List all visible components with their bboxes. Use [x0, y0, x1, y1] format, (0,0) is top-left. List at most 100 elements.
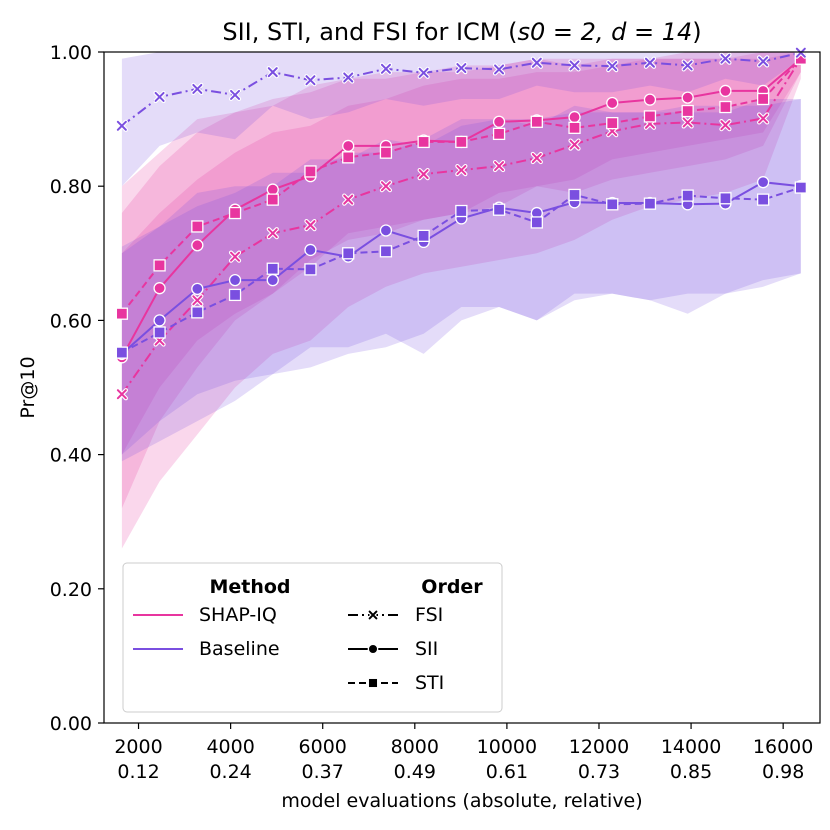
y-tick-label: 0.20	[50, 579, 92, 601]
legend-order-marker	[367, 643, 379, 655]
x-tick-label-absolute: 12000	[569, 736, 629, 758]
point-baseline-fsi	[606, 59, 619, 73]
legend-method-title: Method	[209, 576, 290, 598]
band-baseline-sti	[121, 99, 801, 462]
point-shap-iq-sti	[342, 151, 355, 164]
x-axis-label: model evaluations (absolute, relative)	[281, 790, 642, 812]
point-baseline-fsi	[266, 66, 279, 79]
y-tick-label: 1.00	[50, 42, 92, 64]
legend-method-label: Baseline	[199, 638, 280, 660]
series-markers	[115, 46, 807, 401]
x-tick-label-absolute: 14000	[661, 736, 721, 758]
point-shap-iq-sti	[606, 116, 619, 130]
legend-order-label: FSI	[415, 604, 443, 626]
point-shap-iq-sti	[191, 220, 204, 233]
point-baseline-sti	[719, 192, 732, 205]
chart-title-math: s0 = 2, d = 14	[517, 18, 692, 46]
point-baseline-fsi	[681, 59, 694, 72]
point-shap-iq-sti	[379, 146, 393, 159]
legend-order-marker	[367, 677, 379, 689]
point-baseline-sti	[606, 198, 619, 211]
point-shap-iq-fsi	[342, 193, 355, 206]
y-tick-label: 0.60	[50, 310, 92, 332]
point-shap-iq-sii	[681, 91, 694, 104]
point-baseline-fsi	[115, 119, 128, 132]
x-tick-label-absolute: 8000	[391, 736, 439, 758]
point-shap-iq-sti	[568, 121, 581, 134]
point-shap-iq-fsi	[681, 116, 694, 129]
point-baseline-fsi	[342, 71, 355, 84]
chart-title: SII, STI, and FSI for ICM (s0 = 2, d = 1…	[222, 18, 701, 46]
band-baseline-fsi	[121, 52, 801, 187]
x-tick-label-absolute: 10000	[477, 736, 537, 758]
point-baseline-fsi	[530, 56, 543, 69]
point-baseline-fsi	[455, 62, 468, 75]
point-baseline-sti	[228, 288, 242, 302]
legend-order-label: SII	[415, 638, 438, 660]
band-shap-iq-sii	[121, 52, 801, 509]
point-shap-iq-fsi	[530, 151, 543, 165]
x-tick-label-relative: 0.12	[117, 761, 159, 783]
point-shap-iq-fsi	[228, 250, 242, 263]
point-baseline-fsi	[379, 62, 393, 75]
point-baseline-sii	[379, 224, 393, 237]
point-shap-iq-sti	[228, 206, 242, 220]
point-baseline-sti	[379, 245, 393, 258]
x-tick-label-relative: 0.61	[486, 761, 528, 783]
point-baseline-sti	[756, 193, 770, 206]
point-baseline-sti	[115, 346, 129, 359]
point-shap-iq-sti	[719, 100, 732, 114]
band-baseline-sii	[121, 99, 801, 455]
point-shap-iq-sti	[153, 259, 166, 272]
point-baseline-sii	[191, 282, 204, 296]
plot-frame	[103, 51, 821, 724]
point-shap-iq-fsi	[191, 294, 204, 307]
point-shap-iq-fsi	[492, 159, 506, 173]
point-shap-iq-fsi	[379, 180, 393, 193]
legend-order-label: STI	[415, 672, 444, 694]
y-axis-label: Pr@10	[17, 356, 39, 418]
point-shap-iq-fsi	[266, 227, 279, 240]
point-baseline-sti	[492, 203, 506, 216]
point-baseline-fsi	[643, 56, 657, 69]
y-axis: 0.00 0.20 0.40 0.60 0.80 1.00	[50, 42, 104, 735]
point-shap-iq-sti	[756, 92, 770, 106]
point-baseline-sti	[455, 204, 468, 218]
band-shap-iq-sti	[121, 52, 801, 455]
point-shap-iq-sii	[568, 110, 581, 124]
point-baseline-fsi	[757, 55, 770, 68]
point-shap-iq-fsi	[304, 219, 317, 232]
point-shap-iq-sti	[304, 165, 317, 178]
point-shap-iq-sii	[153, 282, 166, 295]
point-shap-iq-sii	[191, 239, 204, 252]
point-shap-iq-sti	[681, 104, 694, 118]
chart-title-text: SII, STI, and FSI for ICM (	[222, 18, 517, 46]
point-shap-iq-sti	[530, 115, 543, 128]
x-tick-label-relative: 0.85	[670, 761, 712, 783]
x-tick-label-absolute: 4000	[206, 736, 254, 758]
legend-method-label: SHAP-IQ	[199, 604, 277, 626]
x-tick-label-relative: 0.37	[302, 761, 344, 783]
point-shap-iq-sti	[115, 307, 129, 320]
x-tick-label-relative: 0.98	[762, 761, 804, 783]
point-baseline-fsi	[304, 74, 317, 87]
point-shap-iq-sii	[492, 115, 506, 128]
point-shap-iq-sti	[266, 193, 279, 206]
point-shap-iq-sti	[455, 135, 468, 149]
x-tick-label-relative: 0.73	[578, 761, 620, 783]
point-baseline-fsi	[191, 82, 204, 96]
point-baseline-fsi	[228, 88, 242, 102]
x-tick-label-relative: 0.24	[209, 761, 251, 783]
point-shap-iq-sii	[643, 93, 657, 106]
point-baseline-fsi	[417, 66, 430, 79]
point-baseline-sii	[756, 176, 770, 189]
x-tick-label-relative: 0.49	[394, 761, 436, 783]
point-baseline-sti	[643, 197, 657, 210]
point-shap-iq-sti	[643, 110, 657, 123]
point-shap-iq-fsi	[719, 119, 732, 132]
point-baseline-sii	[228, 273, 242, 287]
band-shap-iq-fsi	[121, 52, 801, 549]
point-baseline-sti	[568, 188, 581, 202]
point-shap-iq-fsi	[568, 138, 581, 151]
point-shap-iq-sti	[492, 127, 506, 141]
